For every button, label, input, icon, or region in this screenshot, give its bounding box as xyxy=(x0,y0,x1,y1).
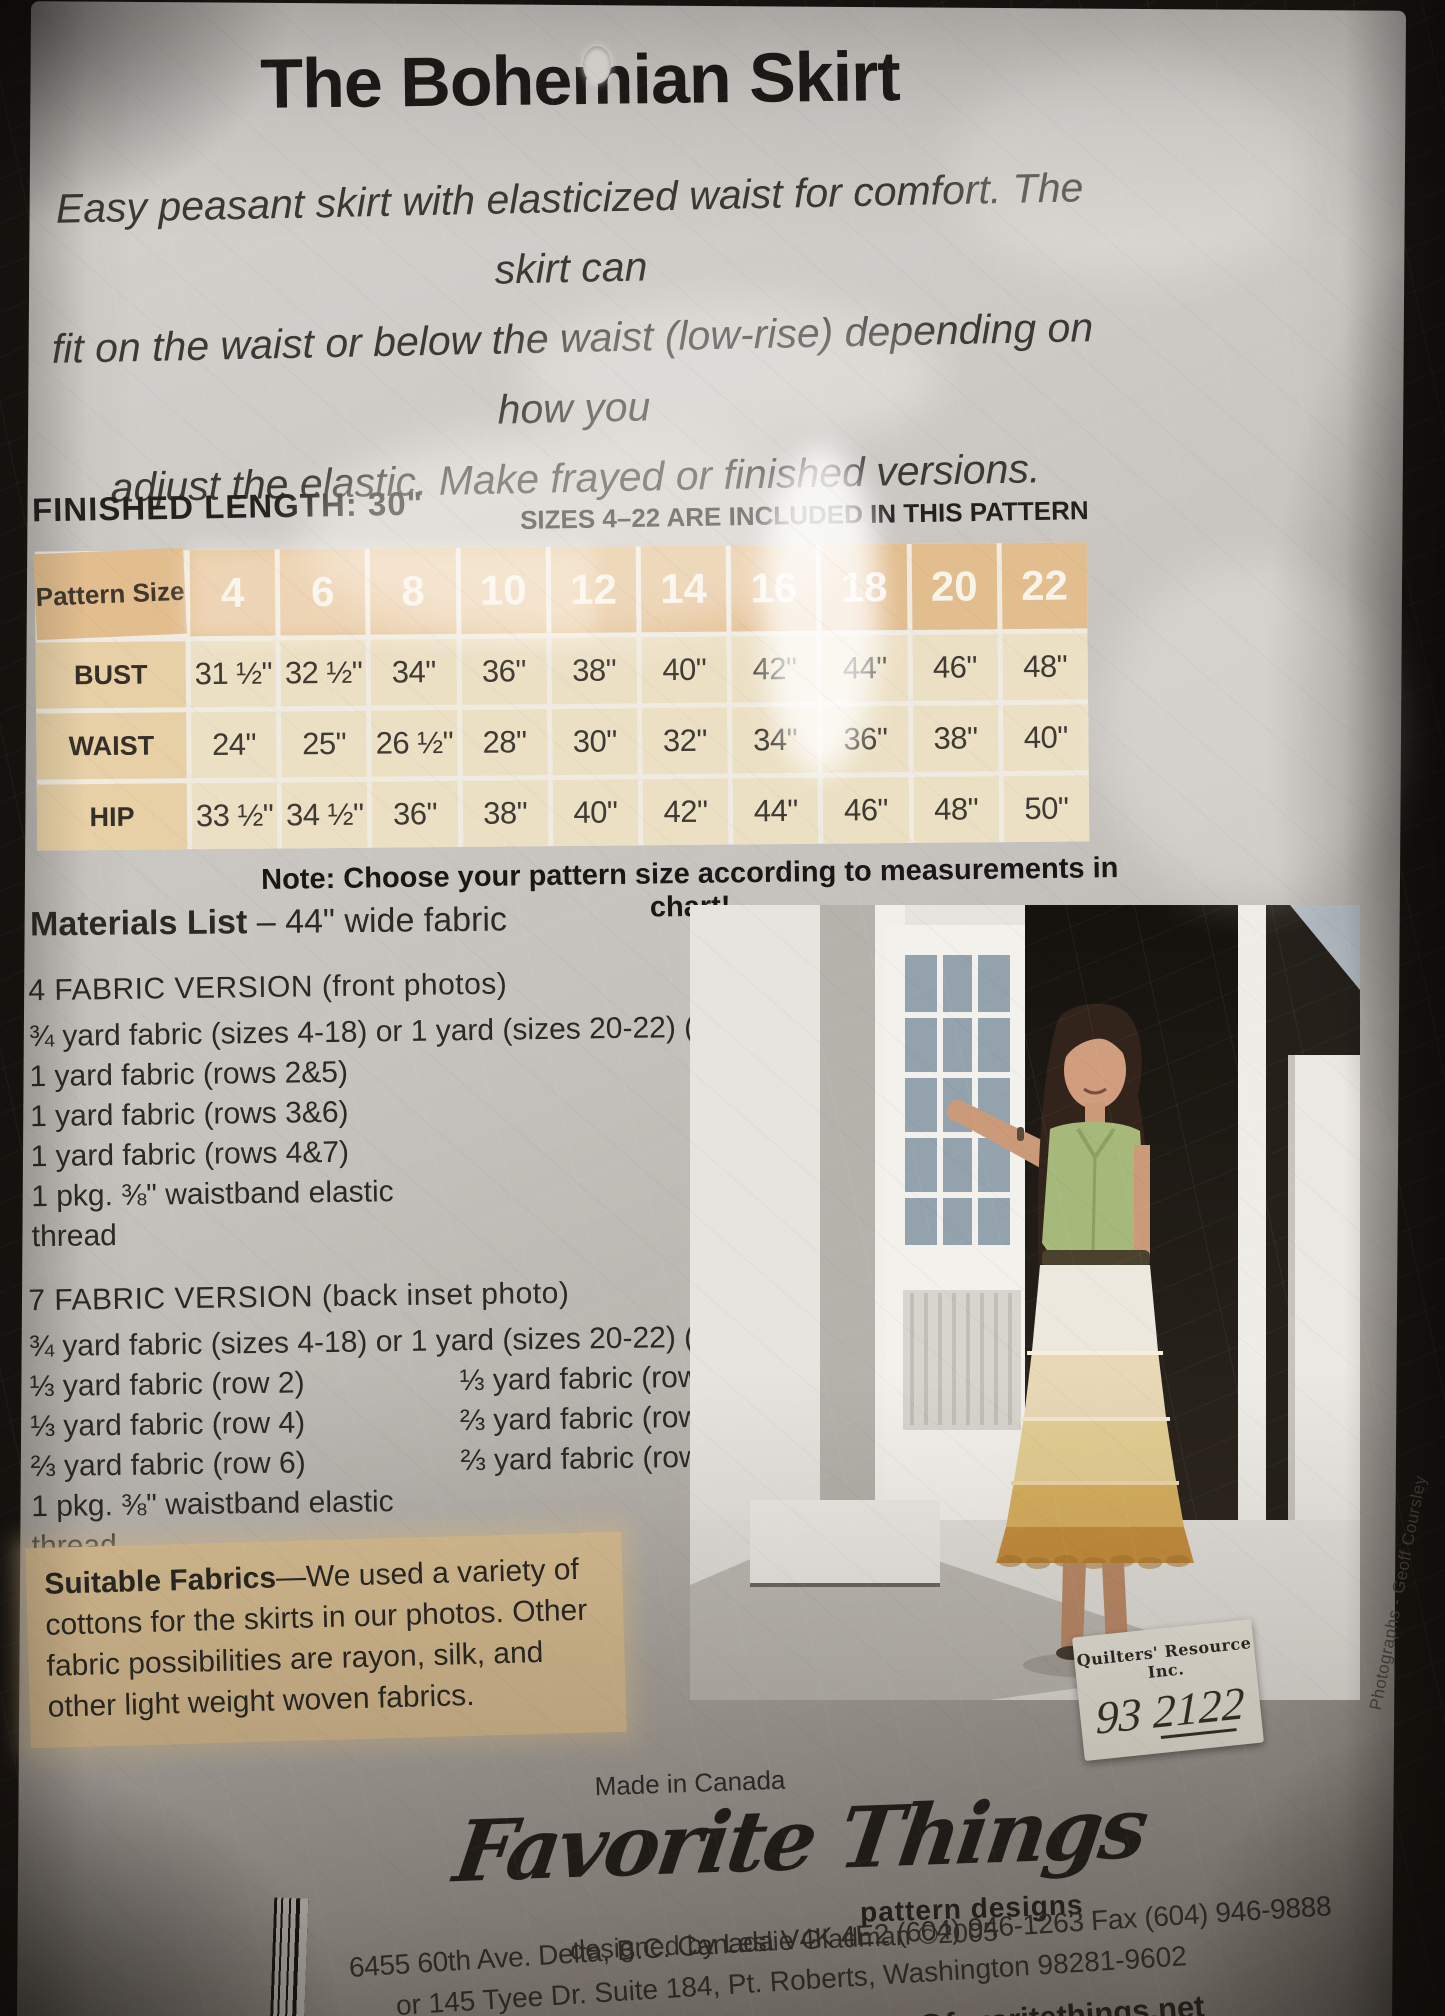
materials-line: ⅓ yard fabric (row 4) xyxy=(29,1406,306,1444)
size-header: 12 xyxy=(550,546,637,634)
hip-value: 34 ½" xyxy=(281,781,368,849)
waist-value: 25" xyxy=(281,710,368,778)
description-line: Easy peasant skirt with elasticized wais… xyxy=(55,164,1084,293)
size-header: 14 xyxy=(640,545,727,633)
bust-value: 42" xyxy=(731,635,818,703)
bust-value: 48" xyxy=(1002,633,1089,701)
suitable-fabrics-bold: Suitable Fabrics xyxy=(43,1561,277,1601)
waist-value: 38" xyxy=(912,705,999,772)
size-header: 4 xyxy=(189,549,276,637)
pattern-description: Easy peasant skirt with elasticized wais… xyxy=(21,152,1123,525)
size-header: 6 xyxy=(279,548,366,636)
hip-value: 48" xyxy=(913,776,1000,843)
four-fabric-title: 4 FABRIC VERSION (front photos) xyxy=(28,967,508,1008)
bust-value: 46" xyxy=(912,634,998,701)
size-header: 20 xyxy=(911,543,998,630)
waist-value: 30" xyxy=(551,708,638,776)
waist-value: 32" xyxy=(642,707,728,775)
row-label-waist: WAIST xyxy=(36,712,187,780)
size-header: 8 xyxy=(370,547,457,635)
hip-value: 44" xyxy=(732,777,819,845)
materials-list-heading-bold: Materials List xyxy=(29,903,248,944)
size-header: 16 xyxy=(730,544,817,632)
materials-list-heading: Materials List – 44" wide fabric xyxy=(30,901,507,945)
materials-list-heading-rest: – 44" wide fabric xyxy=(247,900,508,942)
size-header: 18 xyxy=(821,543,908,631)
four-fabric-version-list: 4 FABRIC VERSION (front photos) ¾ yard f… xyxy=(28,961,781,1257)
punch-hole xyxy=(583,46,611,84)
size-table-header-pattern-size: Pattern Size xyxy=(33,547,187,641)
model-photo xyxy=(690,905,1360,1700)
bust-value: 36" xyxy=(461,638,547,705)
seven-fabric-version-list: 7 FABRIC VERSION (back inset photo) ¾ ya… xyxy=(28,1271,781,1567)
bust-value: 38" xyxy=(551,637,638,705)
waist-value: 36" xyxy=(822,705,909,773)
email-fragment: lie@favoritethings.net xyxy=(879,1989,1206,2016)
hip-value: 40" xyxy=(552,779,639,847)
glare-highlight xyxy=(1100,560,1400,900)
waist-value: 40" xyxy=(1002,704,1089,772)
hip-value: 46" xyxy=(823,776,909,844)
finished-length-label: FINISHED LENGTH: 30" xyxy=(31,484,424,529)
photographer-credit: Photographs - Geoff Coursley xyxy=(1366,1473,1431,1712)
seven-fabric-title: 7 FABRIC VERSION (back inset photo) xyxy=(28,1276,570,1318)
waist-value: 28" xyxy=(461,709,548,776)
size-chart-table: Pattern Size 4 6 8 10 12 14 16 18 20 22 … xyxy=(33,542,1090,851)
hip-value: 33 ½" xyxy=(191,782,278,850)
waist-value: 26 ½" xyxy=(371,709,458,777)
materials-line: ⅓ yard fabric (row 2) xyxy=(29,1366,305,1404)
price-sticker: Quilters' Resource Inc. 93 2122 xyxy=(1072,1618,1264,1762)
waist-value: 34" xyxy=(732,706,819,774)
bust-value: 31 ½" xyxy=(190,640,277,708)
size-header: 22 xyxy=(1001,542,1088,630)
bust-value: 44" xyxy=(821,634,908,702)
size-header: 10 xyxy=(460,547,547,634)
bust-value: 32 ½" xyxy=(280,639,367,707)
seven-fabric-columns: ⅓ yard fabric (row 2) ⅓ yard fabric (row… xyxy=(29,1357,779,1487)
materials-line: ⅔ yard fabric (row 6) xyxy=(30,1446,306,1484)
pattern-title: The Bohemian Skirt xyxy=(259,37,901,123)
hip-value: 36" xyxy=(372,780,458,848)
barcode-fragment xyxy=(269,1897,309,2016)
waist-value: 24" xyxy=(191,711,277,779)
bust-value: 40" xyxy=(641,636,728,704)
row-label-hip: HIP xyxy=(36,783,188,851)
description-line: fit on the waist or below the waist (low… xyxy=(51,304,1094,433)
hip-value: 42" xyxy=(642,778,729,846)
row-label-bust: BUST xyxy=(35,641,187,709)
brand-logo-script: Favorite Things xyxy=(448,1777,1152,1902)
bust-value: 34" xyxy=(370,638,457,706)
hip-value: 50" xyxy=(1003,775,1090,843)
hip-value: 38" xyxy=(462,780,549,847)
suitable-fabrics-paragraph: Suitable Fabrics—We used a variety of co… xyxy=(25,1531,627,1749)
model-photo-illustration xyxy=(690,905,1360,1700)
